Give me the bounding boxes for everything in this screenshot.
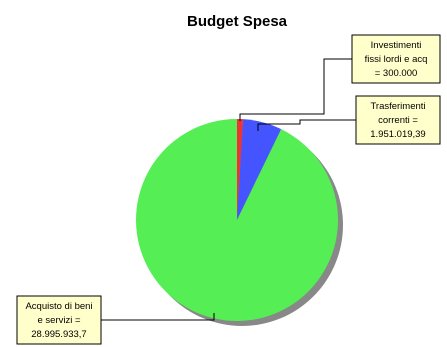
pie-slice-1: [237, 119, 282, 220]
slice-label-2: Investimenti fissi lordi e acq = 300.000: [239, 34, 441, 121]
pie-slice-0: [136, 118, 339, 321]
label-line-0-0: Acquisto di beni: [25, 301, 92, 312]
label-box-1: [355, 95, 441, 145]
leader-line-1: [257, 119, 356, 131]
label-line-1-2: 1.951.019,39: [370, 129, 425, 140]
label-line-0-1: e servizi =: [37, 315, 80, 326]
label-line-2-1: fissi lordi e acq: [365, 54, 428, 65]
label-line-2-2: = 300.000: [375, 68, 418, 79]
chart-title: Budget Spesa: [187, 13, 288, 30]
slice-label-0: Acquisto di beni e servizi = 28.995.933,7: [16, 295, 215, 345]
slice-labels: Investimenti fissi lordi e acq = 300.000 Tr…: [16, 34, 441, 345]
label-line-2-0: Investimenti: [371, 40, 422, 51]
label-box-2: [351, 34, 441, 84]
pie-slices: [136, 118, 339, 321]
slice-label-1: Trasferimenti correnti = 1.951.019,39: [257, 95, 441, 145]
leader-line-2: [239, 58, 352, 121]
label-line-1-0: Trasferimenti: [370, 101, 425, 112]
pie-slice-2: [237, 118, 244, 220]
label-line-1-1: correnti =: [378, 115, 418, 126]
label-box-0: [16, 295, 102, 345]
label-line-0-2: 28.995.933,7: [31, 329, 86, 340]
leader-line-0: [101, 313, 215, 321]
